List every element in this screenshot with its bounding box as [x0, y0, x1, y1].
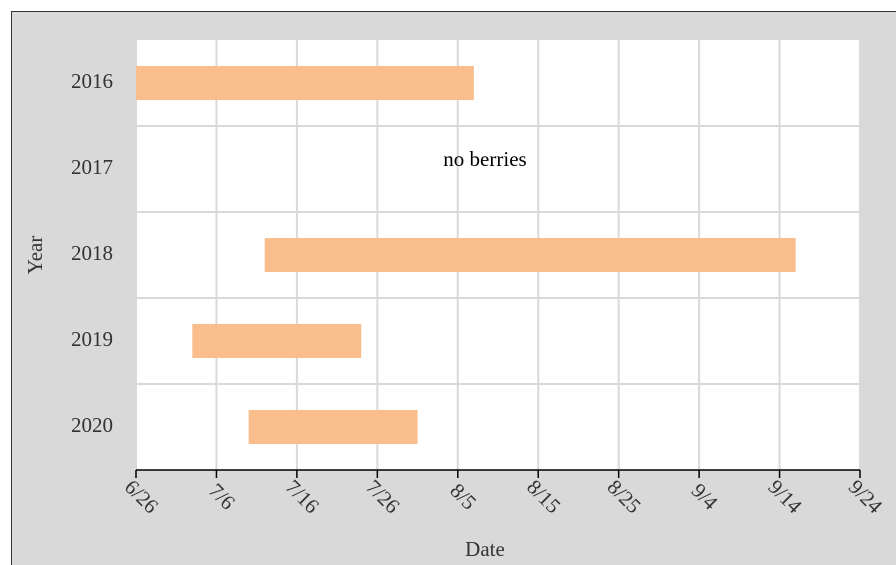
bar: [264, 238, 796, 272]
bar: [192, 324, 362, 358]
y-axis-label: Year: [23, 236, 47, 275]
x-axis-label: Date: [465, 537, 505, 561]
bar: [248, 410, 418, 444]
y-tick-label: 2016: [71, 69, 113, 93]
y-tick-label: 2019: [71, 327, 113, 351]
y-tick-label: 2017: [71, 155, 113, 179]
annotation: no berries: [443, 147, 526, 171]
y-tick-label: 2020: [71, 413, 113, 437]
bar: [136, 66, 474, 100]
y-tick-label: 2018: [71, 241, 113, 265]
